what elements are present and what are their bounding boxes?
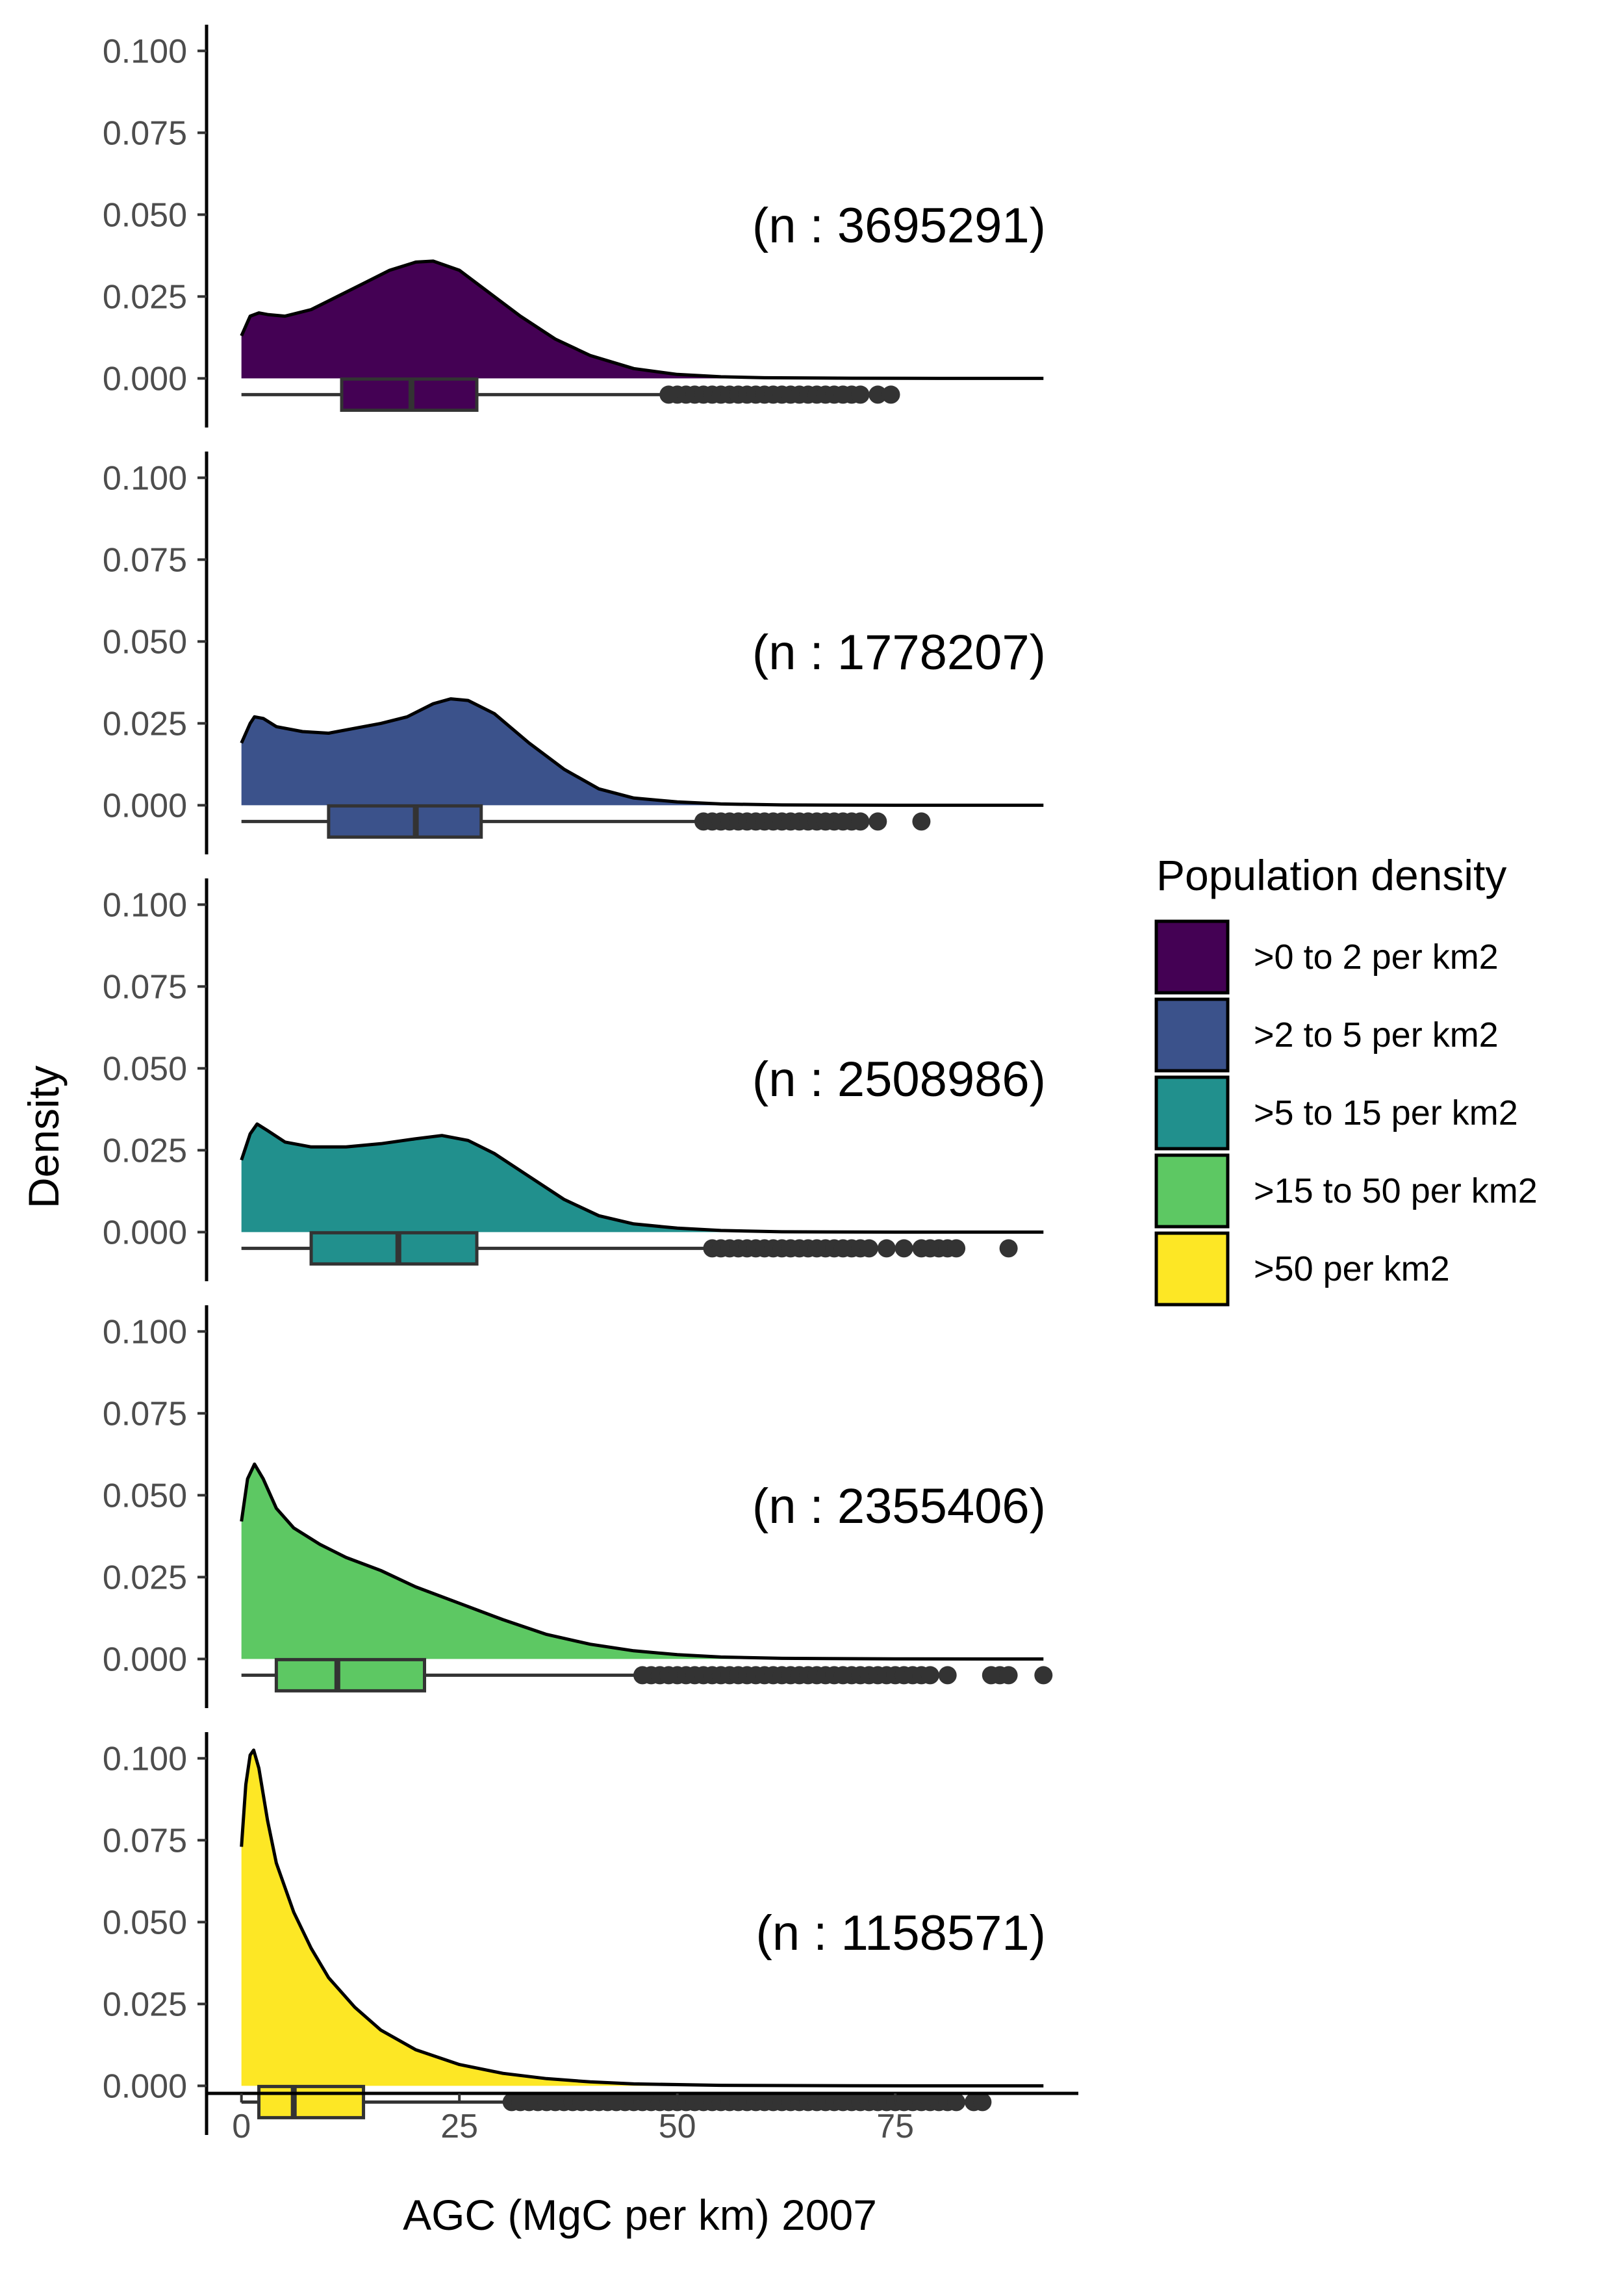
- density-area: [241, 1750, 1044, 2086]
- outlier-point: [851, 812, 870, 831]
- density-curve: [240, 697, 1044, 807]
- density-curve: [240, 1463, 1044, 1661]
- n-count-label: (n : 3695291): [752, 198, 1046, 253]
- legend-label: >5 to 15 per km2: [1254, 1093, 1518, 1132]
- legend-label: >2 to 5 per km2: [1254, 1016, 1499, 1054]
- y-tick-label: 0.050: [103, 196, 187, 234]
- y-tick-label: 0.000: [103, 1641, 187, 1678]
- outlier-point: [912, 812, 931, 831]
- panel-4: 0.000 0.025 0.050 0.075 0.100 (n : 2355406): [103, 1305, 1053, 1708]
- y-tick-label: 0.100: [103, 1313, 187, 1351]
- y-axis-title: Density: [19, 1066, 68, 1208]
- density-curve: [240, 1748, 1044, 2088]
- y-tick-label: 0.025: [103, 1986, 187, 2023]
- density-curve: [240, 259, 1044, 380]
- legend-swatch: [1154, 1231, 1230, 1307]
- outlier-point: [973, 2093, 992, 2112]
- legend-swatch: [1154, 1075, 1230, 1151]
- y-tick-label: 0.100: [103, 459, 187, 497]
- panel-3: 0.000 0.025 0.050 0.075 0.100 (n : 2508986): [103, 878, 1046, 1281]
- box-iqr: [327, 804, 483, 839]
- density-area: [241, 1464, 1044, 1659]
- legend-item: >0 to 2 per km2: [1154, 919, 1499, 995]
- outlier-point: [999, 1666, 1018, 1685]
- outlier-point: [938, 1666, 957, 1685]
- y-tick-label: 0.025: [103, 1559, 187, 1596]
- legend-swatch: [1154, 919, 1230, 995]
- legend-items: >0 to 2 per km2 >2 to 5 per km2 >5 to 15 p…: [1154, 919, 1538, 1307]
- outlier-point: [869, 812, 887, 831]
- x-tick-label: 25: [440, 2108, 478, 2145]
- legend-label: >0 to 2 per km2: [1254, 938, 1499, 977]
- y-tick-label: 0.025: [103, 278, 187, 316]
- legend-item: >5 to 15 per km2: [1154, 1075, 1518, 1151]
- legend-swatch: [1154, 997, 1230, 1073]
- outlier-point: [877, 1239, 896, 1258]
- outlier-point: [947, 2093, 966, 2112]
- legend: Population density >0 to 2 per km2 >2 to …: [1154, 851, 1538, 1307]
- box-iqr: [257, 2084, 366, 2119]
- outlier-point: [920, 1666, 939, 1685]
- y-tick-label: 0.000: [103, 1214, 187, 1251]
- outlier-point: [894, 1239, 913, 1258]
- y-tick-label: 0.075: [103, 541, 187, 579]
- legend-item: >15 to 50 per km2: [1154, 1153, 1538, 1229]
- y-tick-label: 0.050: [103, 1050, 187, 1088]
- legend-title: Population density: [1156, 851, 1506, 899]
- x-axis-title: AGC (MgC per km) 2007: [403, 2191, 877, 2239]
- y-tick-label: 0.000: [103, 360, 187, 398]
- x-tick-label: 75: [876, 2108, 914, 2145]
- legend-item: >2 to 5 per km2: [1154, 997, 1499, 1073]
- density-area: [241, 698, 1044, 806]
- n-count-label: (n : 2508986): [752, 1052, 1046, 1107]
- legend-label: >15 to 50 per km2: [1254, 1171, 1538, 1210]
- box-iqr: [309, 1231, 479, 1266]
- density-area: [241, 261, 1044, 379]
- y-tick-label: 0.075: [103, 114, 187, 152]
- outlier-point: [869, 385, 887, 404]
- outlier-point: [1034, 1666, 1053, 1685]
- y-tick-label: 0.075: [103, 968, 187, 1006]
- y-tick-label: 0.050: [103, 1477, 187, 1514]
- y-tick-label: 0.100: [103, 886, 187, 924]
- y-tick-label: 0.075: [103, 1822, 187, 1859]
- legend-swatch: [1154, 1153, 1230, 1229]
- y-tick-label: 0.075: [103, 1395, 187, 1433]
- outlier-point: [851, 385, 870, 404]
- y-tick-label: 0.025: [103, 1132, 187, 1169]
- outlier-point: [947, 1239, 966, 1258]
- panel-5: 0.000 0.025 0.050 0.075 0.100 (n : 1158571): [103, 1732, 1046, 2135]
- y-tick-label: 0.000: [103, 2067, 187, 2105]
- y-tick-label: 0.000: [103, 787, 187, 824]
- n-count-label: (n : 1158571): [756, 1906, 1046, 1961]
- x-tick-label: 50: [659, 2108, 696, 2145]
- box-iqr: [274, 1657, 426, 1693]
- density-area: [241, 1124, 1044, 1233]
- outlier-point: [999, 1239, 1018, 1258]
- n-count-label: (n : 1778207): [752, 625, 1046, 680]
- n-count-label: (n : 2355406): [752, 1479, 1046, 1534]
- legend-item: >50 per km2: [1154, 1231, 1450, 1307]
- density-curve: [240, 1122, 1044, 1234]
- y-tick-label: 0.100: [103, 1740, 187, 1778]
- panel-1: 0.000 0.025 0.050 0.075 0.100 (n : 3695291): [103, 25, 1046, 428]
- y-tick-label: 0.025: [103, 705, 187, 743]
- panel-2: 0.000 0.025 0.050 0.075 0.100 (n : 1778207): [103, 452, 1046, 854]
- outlier-point: [859, 1239, 878, 1258]
- legend-label: >50 per km2: [1254, 1249, 1450, 1288]
- x-axis: 0 25 50 75: [207, 2091, 1078, 2145]
- x-tick-label: 0: [232, 2108, 251, 2145]
- outlier-point: [882, 385, 900, 404]
- y-tick-label: 0.050: [103, 1904, 187, 1941]
- y-tick-label: 0.100: [103, 32, 187, 70]
- y-tick-label: 0.050: [103, 623, 187, 661]
